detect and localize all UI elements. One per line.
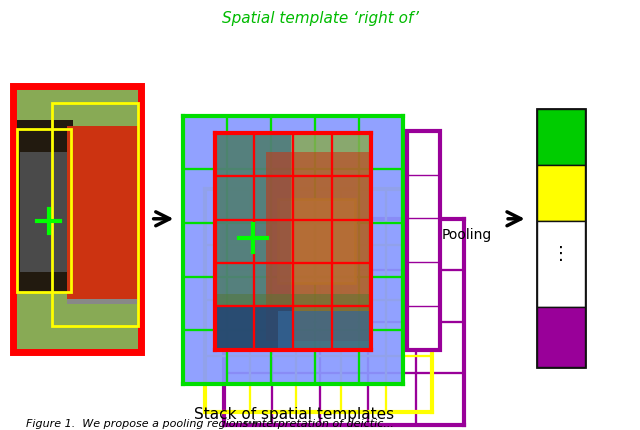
Bar: [214, 134, 371, 350]
Bar: [537, 110, 585, 367]
Text: …: …: [243, 412, 257, 426]
Bar: [278, 200, 355, 283]
Bar: [67, 299, 139, 352]
Text: ⋮: ⋮: [552, 245, 570, 263]
Bar: [214, 294, 371, 350]
Bar: [67, 126, 139, 326]
Bar: [20, 153, 68, 273]
Text: Spatial template ‘right of’: Spatial template ‘right of’: [221, 12, 419, 26]
Bar: [13, 304, 141, 352]
Bar: [52, 104, 138, 326]
Bar: [13, 86, 141, 352]
Bar: [537, 166, 585, 221]
Bar: [13, 121, 74, 294]
Text: Stack of spatial templates: Stack of spatial templates: [195, 406, 394, 421]
Bar: [205, 189, 432, 412]
Bar: [214, 134, 371, 350]
Bar: [214, 134, 291, 350]
Bar: [537, 110, 585, 166]
Bar: [214, 305, 294, 350]
Bar: [537, 307, 585, 367]
Text: Figure 1.  We propose a pooling regions interpretation of deictic...: Figure 1. We propose a pooling regions i…: [26, 418, 394, 428]
Bar: [13, 86, 141, 352]
Bar: [266, 153, 371, 341]
Bar: [278, 311, 371, 350]
Bar: [537, 221, 585, 307]
Bar: [407, 132, 440, 350]
Text: Pooling: Pooling: [442, 227, 492, 241]
Bar: [182, 117, 403, 384]
Bar: [224, 219, 464, 425]
Bar: [17, 129, 71, 292]
